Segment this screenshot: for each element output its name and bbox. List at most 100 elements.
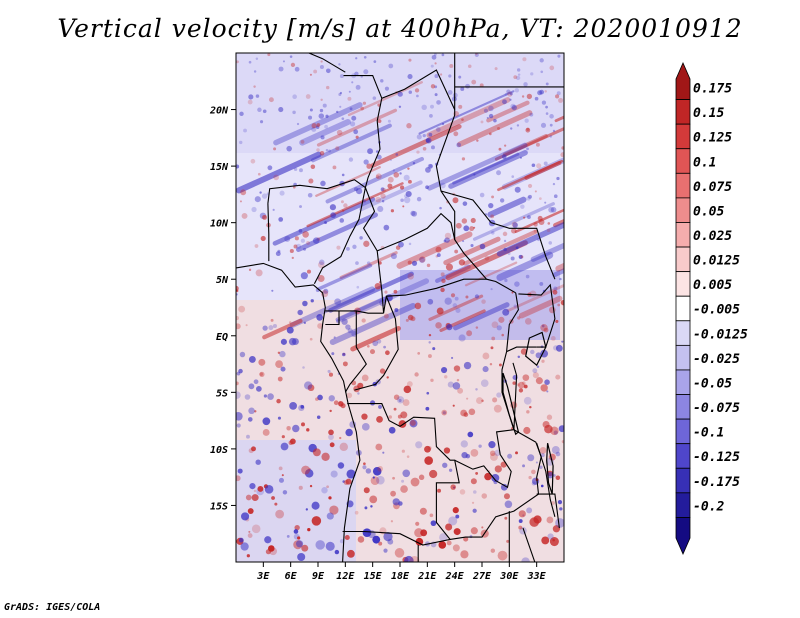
field-cell (271, 496, 275, 500)
field-cell (238, 368, 243, 374)
field-cell (531, 163, 536, 168)
field-cell (483, 108, 489, 113)
field-cell (510, 256, 515, 261)
field-cell (248, 268, 252, 272)
colorbar-segment (675, 467, 691, 494)
field-cell (541, 100, 547, 105)
field-cell (262, 325, 268, 331)
field-cell (454, 249, 459, 254)
field-cell (263, 394, 268, 398)
field-cell (271, 289, 274, 292)
field-cell (237, 468, 243, 474)
field-cell (499, 363, 502, 367)
field-cell (543, 327, 549, 333)
field-cell (439, 73, 443, 76)
field-cell (479, 192, 485, 198)
field-cell (553, 286, 558, 291)
field-cell (383, 548, 388, 553)
field-cell (342, 361, 348, 367)
field-cell (382, 451, 385, 454)
field-cell (255, 57, 259, 60)
field-cell (481, 493, 488, 499)
field-cell (541, 359, 545, 363)
field-cell (336, 319, 341, 324)
field-cell (346, 246, 350, 251)
field-streak (487, 196, 527, 218)
field-cell (480, 379, 489, 388)
field-cell (481, 399, 484, 403)
field-cell (526, 507, 533, 514)
field-cell (394, 548, 405, 558)
field-cell (526, 127, 530, 131)
field-streak (472, 202, 555, 241)
field-cell (256, 385, 262, 392)
field-cell (448, 74, 452, 78)
field-streak (496, 221, 564, 257)
field-cell (452, 197, 459, 204)
field-cell (309, 73, 312, 76)
field-cell (452, 382, 461, 390)
field-cell (253, 70, 257, 73)
field-cell (240, 542, 249, 551)
field-cell (443, 447, 451, 454)
field-cell (340, 403, 346, 409)
field-cell (432, 347, 436, 351)
field-cell (251, 494, 259, 502)
field-cell (409, 555, 420, 562)
field-cell (383, 313, 389, 319)
field-cell (393, 172, 400, 178)
colorbar-label: -0.05 (693, 377, 732, 392)
field-cell (253, 85, 256, 88)
field-cell (458, 75, 462, 79)
field-cell (390, 209, 394, 213)
border-line (522, 527, 536, 562)
field-region (236, 53, 564, 153)
field-cell (507, 252, 511, 256)
field-cell (507, 91, 513, 97)
field-cell (455, 514, 460, 519)
field-cell (420, 529, 428, 537)
field-cell (560, 300, 564, 306)
field-cell (557, 500, 563, 505)
field-cell (510, 103, 516, 109)
field-cell (236, 391, 241, 399)
border-line (267, 179, 366, 204)
field-cell (434, 74, 439, 79)
field-cell (353, 187, 359, 192)
field-cell (555, 374, 561, 380)
field-cell (363, 159, 369, 165)
field-streak (530, 242, 564, 262)
field-cell (440, 182, 446, 189)
field-cell (302, 300, 308, 307)
field-cell (255, 459, 261, 465)
field-cell (523, 82, 528, 87)
field-cell (310, 299, 314, 303)
field-cell (473, 173, 476, 176)
field-streak (553, 218, 564, 228)
field-cell (476, 397, 483, 405)
field-cell (264, 536, 272, 544)
field-streak (328, 271, 414, 313)
colorbar-segment (675, 369, 691, 395)
field-cell (280, 366, 286, 372)
field-cell (511, 175, 515, 178)
field-cell (453, 528, 461, 536)
field-cell (507, 453, 513, 459)
field-cell (519, 156, 523, 159)
field-streak (359, 180, 423, 212)
field-cell (419, 256, 426, 263)
field-cell (311, 123, 317, 129)
field-cell (353, 129, 359, 135)
field-cell (304, 381, 313, 390)
y-tick-label: 5N (216, 275, 229, 286)
field-cell (555, 344, 563, 352)
field-cell (304, 469, 314, 478)
field-cell (403, 174, 410, 181)
border-line (536, 443, 556, 517)
field-cell (363, 55, 367, 59)
field-cell (363, 462, 366, 466)
grads-credit: GrADS: IGES/COLA (4, 602, 101, 613)
field-cell (517, 316, 521, 320)
field-cell (392, 498, 400, 506)
field-cell (390, 253, 397, 260)
